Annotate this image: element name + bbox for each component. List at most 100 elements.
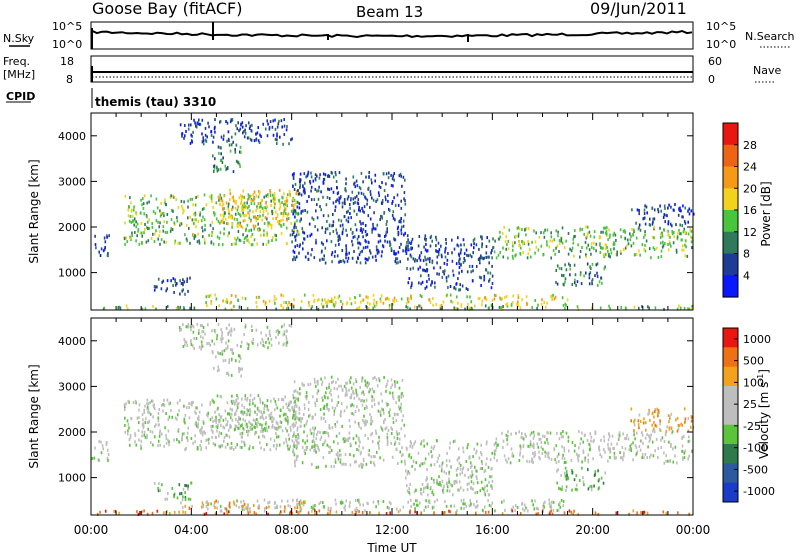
data-cell — [365, 295, 368, 299]
data-cell — [338, 242, 340, 246]
data-cell — [457, 456, 460, 460]
x-tick-label: 08:00 — [274, 523, 309, 537]
data-cell — [247, 193, 250, 197]
data-cell — [609, 255, 611, 259]
data-cell — [389, 391, 391, 395]
data-cell — [238, 196, 241, 200]
data-cell — [263, 229, 265, 233]
data-cell — [243, 130, 245, 133]
data-cell — [410, 286, 412, 289]
data-cell — [241, 431, 244, 435]
data-cell — [678, 209, 681, 212]
data-cell — [568, 449, 570, 453]
data-cell — [363, 420, 365, 424]
colorbar-swatch — [723, 123, 738, 146]
data-cell — [361, 230, 363, 234]
data-cell — [525, 295, 528, 299]
data-cell — [180, 222, 183, 226]
data-cell — [536, 306, 538, 310]
data-cell — [181, 282, 184, 285]
data-cell — [311, 305, 313, 309]
data-cell — [386, 442, 389, 446]
data-cell — [260, 429, 262, 433]
data-cell — [218, 304, 220, 308]
data-cell — [430, 463, 432, 467]
data-cell — [261, 337, 264, 341]
data-cell — [453, 504, 456, 508]
freq-panel — [90, 55, 694, 83]
data-cell — [387, 403, 389, 406]
data-cell — [244, 323, 247, 327]
data-cell — [642, 421, 645, 425]
data-cell — [229, 423, 231, 427]
data-cell — [488, 306, 490, 310]
data-cell — [322, 242, 324, 246]
data-cell — [343, 215, 346, 219]
data-cell — [355, 388, 357, 392]
data-cell — [425, 285, 428, 289]
data-cell — [291, 439, 294, 443]
data-cell — [431, 455, 433, 459]
data-cell — [664, 432, 667, 436]
data-cell — [631, 227, 633, 231]
data-cell — [248, 229, 250, 233]
data-cell — [624, 246, 627, 250]
data-cell — [201, 426, 203, 429]
data-cell — [334, 243, 337, 247]
data-cell — [236, 127, 238, 131]
data-cell — [406, 241, 408, 244]
data-cell — [449, 285, 452, 288]
data-cell — [202, 229, 204, 233]
data-cell — [299, 387, 301, 391]
data-cell — [302, 189, 305, 193]
data-cell — [444, 269, 446, 273]
data-cell — [350, 444, 352, 448]
data-cell — [393, 249, 395, 253]
data-cell — [480, 284, 482, 287]
data-cell — [348, 378, 351, 382]
data-cell — [657, 255, 660, 259]
velocity-panel — [90, 317, 694, 516]
data-cell — [601, 281, 603, 285]
data-cell — [423, 268, 425, 272]
data-cell — [216, 166, 218, 170]
data-cell — [149, 412, 152, 416]
data-cell — [394, 383, 397, 387]
data-cell — [362, 503, 364, 507]
data-cell — [424, 255, 426, 259]
data-cell — [306, 174, 309, 178]
data-cell — [481, 462, 483, 466]
data-cell — [646, 211, 648, 215]
data-cell — [382, 458, 385, 462]
data-cell — [363, 407, 366, 411]
data-cell — [293, 380, 296, 384]
data-cell — [401, 419, 403, 422]
data-cell — [198, 418, 200, 422]
data-cell — [305, 391, 308, 395]
data-cell — [555, 280, 557, 284]
data-cell — [157, 237, 159, 241]
data-cell — [143, 408, 145, 412]
data-cell — [641, 431, 643, 435]
data-cell — [318, 448, 320, 452]
data-cell — [358, 205, 360, 209]
data-cell — [380, 214, 382, 218]
data-cell — [426, 476, 428, 480]
data-cell — [321, 298, 324, 302]
data-cell — [542, 506, 545, 510]
data-cell — [243, 205, 246, 209]
data-cell — [332, 190, 335, 194]
data-cell — [246, 507, 248, 511]
data-cell — [625, 307, 627, 311]
data-cell — [605, 252, 607, 256]
data-cell — [315, 209, 317, 213]
data-cell — [476, 500, 478, 503]
data-cell — [253, 504, 255, 507]
data-cell — [340, 260, 342, 263]
data-cell — [373, 302, 375, 306]
data-cell — [224, 409, 227, 413]
data-cell — [223, 439, 225, 443]
data-cell — [397, 395, 399, 399]
data-cell — [147, 410, 149, 414]
